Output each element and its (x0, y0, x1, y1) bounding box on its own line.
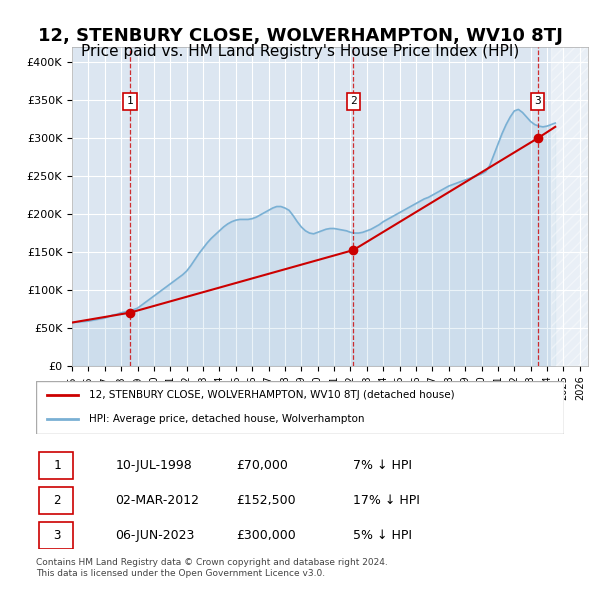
Text: HPI: Average price, detached house, Wolverhampton: HPI: Average price, detached house, Wolv… (89, 414, 364, 424)
Text: 3: 3 (535, 96, 541, 106)
Text: 7% ↓ HPI: 7% ↓ HPI (353, 459, 412, 472)
Text: 12, STENBURY CLOSE, WOLVERHAMPTON, WV10 8TJ (detached house): 12, STENBURY CLOSE, WOLVERHAMPTON, WV10 … (89, 391, 454, 401)
FancyBboxPatch shape (38, 452, 73, 478)
Text: £152,500: £152,500 (236, 494, 296, 507)
Text: Contains HM Land Registry data © Crown copyright and database right 2024.: Contains HM Land Registry data © Crown c… (36, 558, 388, 566)
Text: This data is licensed under the Open Government Licence v3.0.: This data is licensed under the Open Gov… (36, 569, 325, 578)
FancyBboxPatch shape (38, 487, 73, 514)
Text: Price paid vs. HM Land Registry's House Price Index (HPI): Price paid vs. HM Land Registry's House … (81, 44, 519, 59)
Text: 02-MAR-2012: 02-MAR-2012 (115, 494, 199, 507)
FancyBboxPatch shape (38, 522, 73, 549)
Text: 17% ↓ HPI: 17% ↓ HPI (353, 494, 419, 507)
Text: £70,000: £70,000 (236, 459, 289, 472)
Text: 3: 3 (53, 529, 61, 542)
FancyBboxPatch shape (36, 381, 564, 434)
Text: 1: 1 (53, 459, 61, 472)
Bar (551, 47, 588, 366)
Text: 12, STENBURY CLOSE, WOLVERHAMPTON, WV10 8TJ: 12, STENBURY CLOSE, WOLVERHAMPTON, WV10 … (38, 27, 562, 45)
Text: £300,000: £300,000 (236, 529, 296, 542)
Text: 06-JUN-2023: 06-JUN-2023 (115, 529, 194, 542)
Text: 2: 2 (53, 494, 61, 507)
Text: 5% ↓ HPI: 5% ↓ HPI (353, 529, 412, 542)
Text: 1: 1 (127, 96, 133, 106)
Text: 10-JUL-1998: 10-JUL-1998 (115, 459, 192, 472)
Text: 2: 2 (350, 96, 356, 106)
